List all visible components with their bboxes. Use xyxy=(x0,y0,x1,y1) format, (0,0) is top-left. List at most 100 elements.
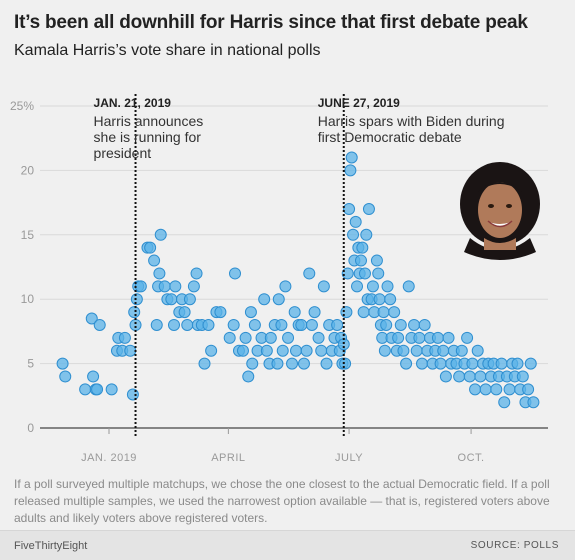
data-point xyxy=(331,318,344,331)
data-point xyxy=(388,306,401,319)
data-point xyxy=(343,203,356,216)
y-tick-label: 15 xyxy=(21,228,35,242)
data-point xyxy=(300,344,313,357)
data-point xyxy=(471,344,484,357)
data-point xyxy=(345,151,358,164)
data-point xyxy=(79,383,92,396)
data-point xyxy=(378,344,391,357)
data-point xyxy=(181,318,194,331)
data-point xyxy=(236,344,249,357)
data-point xyxy=(129,318,142,331)
y-tick-label: 10 xyxy=(21,292,35,306)
data-point xyxy=(214,306,227,319)
annotation-date: JAN. 21, 2019 xyxy=(94,96,172,110)
data-point xyxy=(381,280,394,293)
data-point xyxy=(264,331,277,344)
data-point xyxy=(118,331,131,344)
footer-bar: FiveThirtyEight SOURCE: POLLS xyxy=(0,530,575,560)
data-point xyxy=(198,357,211,370)
data-point xyxy=(354,254,367,267)
data-point xyxy=(288,306,301,319)
data-point xyxy=(158,280,171,293)
data-point xyxy=(317,280,330,293)
data-point xyxy=(408,318,421,331)
data-point xyxy=(239,331,252,344)
data-point xyxy=(295,318,308,331)
data-point xyxy=(59,370,72,383)
data-point xyxy=(469,383,482,396)
y-tick-label: 25% xyxy=(10,99,34,113)
data-point xyxy=(434,357,447,370)
data-point xyxy=(410,344,423,357)
data-point xyxy=(279,280,292,293)
data-point xyxy=(402,280,415,293)
data-point xyxy=(503,383,516,396)
data-point xyxy=(286,357,299,370)
data-point xyxy=(377,306,390,319)
data-point xyxy=(373,293,386,306)
data-point xyxy=(474,370,487,383)
data-point xyxy=(258,293,271,306)
data-point xyxy=(227,318,240,331)
data-point xyxy=(516,370,529,383)
data-point xyxy=(130,293,143,306)
data-point xyxy=(341,267,354,280)
annotation-text: she is running for xyxy=(94,129,202,145)
data-point xyxy=(144,241,157,254)
data-point xyxy=(524,357,537,370)
y-axis: 0 5 10 15 20 25% xyxy=(10,99,34,435)
annotation-text: Harris announces xyxy=(94,113,204,129)
data-point xyxy=(229,267,242,280)
data-point xyxy=(431,331,444,344)
data-point xyxy=(522,383,535,396)
data-point xyxy=(242,370,255,383)
data-point xyxy=(297,357,310,370)
data-point xyxy=(463,370,476,383)
annotation-date: JUNE 27, 2019 xyxy=(318,96,400,110)
data-point xyxy=(154,228,167,241)
data-point xyxy=(150,318,163,331)
data-point xyxy=(260,344,273,357)
data-point xyxy=(167,318,180,331)
data-point xyxy=(148,254,161,267)
data-point xyxy=(187,280,200,293)
data-point xyxy=(190,267,203,280)
data-point xyxy=(439,370,452,383)
chart-title: It’s been all downhill for Harris since … xyxy=(14,12,528,33)
data-point xyxy=(153,267,166,280)
y-tick-label: 5 xyxy=(27,357,34,371)
data-point xyxy=(344,164,357,177)
data-point xyxy=(366,280,379,293)
data-point xyxy=(303,267,316,280)
data-point xyxy=(105,383,118,396)
data-point xyxy=(461,331,474,344)
data-point xyxy=(337,338,350,351)
data-point xyxy=(442,331,455,344)
data-point xyxy=(370,254,383,267)
data-point xyxy=(183,293,196,306)
data-point xyxy=(340,306,353,319)
data-point xyxy=(437,344,450,357)
data-point xyxy=(351,280,364,293)
brand-logo[interactable]: FiveThirtyEight xyxy=(14,540,88,552)
data-point xyxy=(169,280,182,293)
data-point xyxy=(308,306,321,319)
data-point xyxy=(178,306,191,319)
data-point xyxy=(527,396,540,409)
data-point xyxy=(392,331,405,344)
data-point xyxy=(372,267,385,280)
data-point xyxy=(85,312,98,325)
source-label: SOURCE: POLLS xyxy=(470,540,559,551)
data-point xyxy=(312,331,325,344)
data-point xyxy=(466,357,479,370)
y-tick-label: 0 xyxy=(27,421,34,435)
annotation-text: Harris spars with Biden during xyxy=(318,113,505,129)
data-point xyxy=(56,357,69,370)
x-tick-label: OCT. xyxy=(458,452,485,464)
data-point xyxy=(244,306,257,319)
data-point xyxy=(205,344,218,357)
data-point xyxy=(384,293,397,306)
x-tick-label: APRIL xyxy=(211,452,245,464)
data-point xyxy=(479,383,492,396)
